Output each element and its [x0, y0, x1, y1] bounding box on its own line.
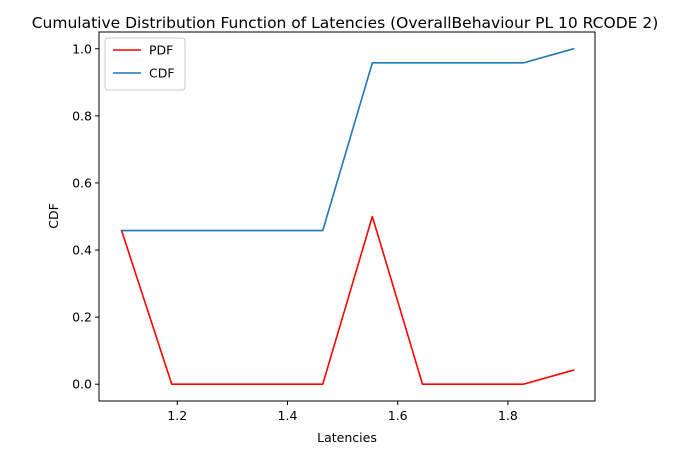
- series-line-cdf: [120, 47, 575, 232]
- legend-label-cdf: CDF: [149, 66, 175, 81]
- legend-box: [104, 37, 186, 91]
- plot-frame: [98, 31, 596, 402]
- y-tick-label: 1.0: [72, 41, 92, 56]
- chart-title: Cumulative Distribution Function of Late…: [32, 14, 659, 32]
- y-tick-label: 0.0: [72, 377, 92, 392]
- y-tick-label: 0.4: [72, 243, 92, 258]
- x-axis-label: Latencies: [317, 430, 377, 445]
- y-axis-label: CDF: [46, 203, 61, 229]
- x-tick-label: 1.6: [388, 408, 408, 423]
- y-axis: 0.0 0.2 0.4 0.6 0.8 1.0: [72, 41, 99, 392]
- x-axis: 1.2 1.4 1.6 1.8: [167, 401, 518, 423]
- x-tick-label: 1.2: [167, 408, 187, 423]
- y-tick-label: 0.8: [72, 108, 92, 123]
- x-tick-label: 1.8: [498, 408, 518, 423]
- legend-label-pdf: PDF: [149, 43, 173, 58]
- series-line-pdf: [120, 215, 575, 386]
- legend: PDF CDF: [104, 37, 186, 91]
- x-tick-label: 1.4: [278, 408, 298, 423]
- plot-area: [120, 47, 575, 386]
- y-tick-label: 0.2: [72, 310, 92, 325]
- y-tick-label: 0.6: [72, 175, 92, 190]
